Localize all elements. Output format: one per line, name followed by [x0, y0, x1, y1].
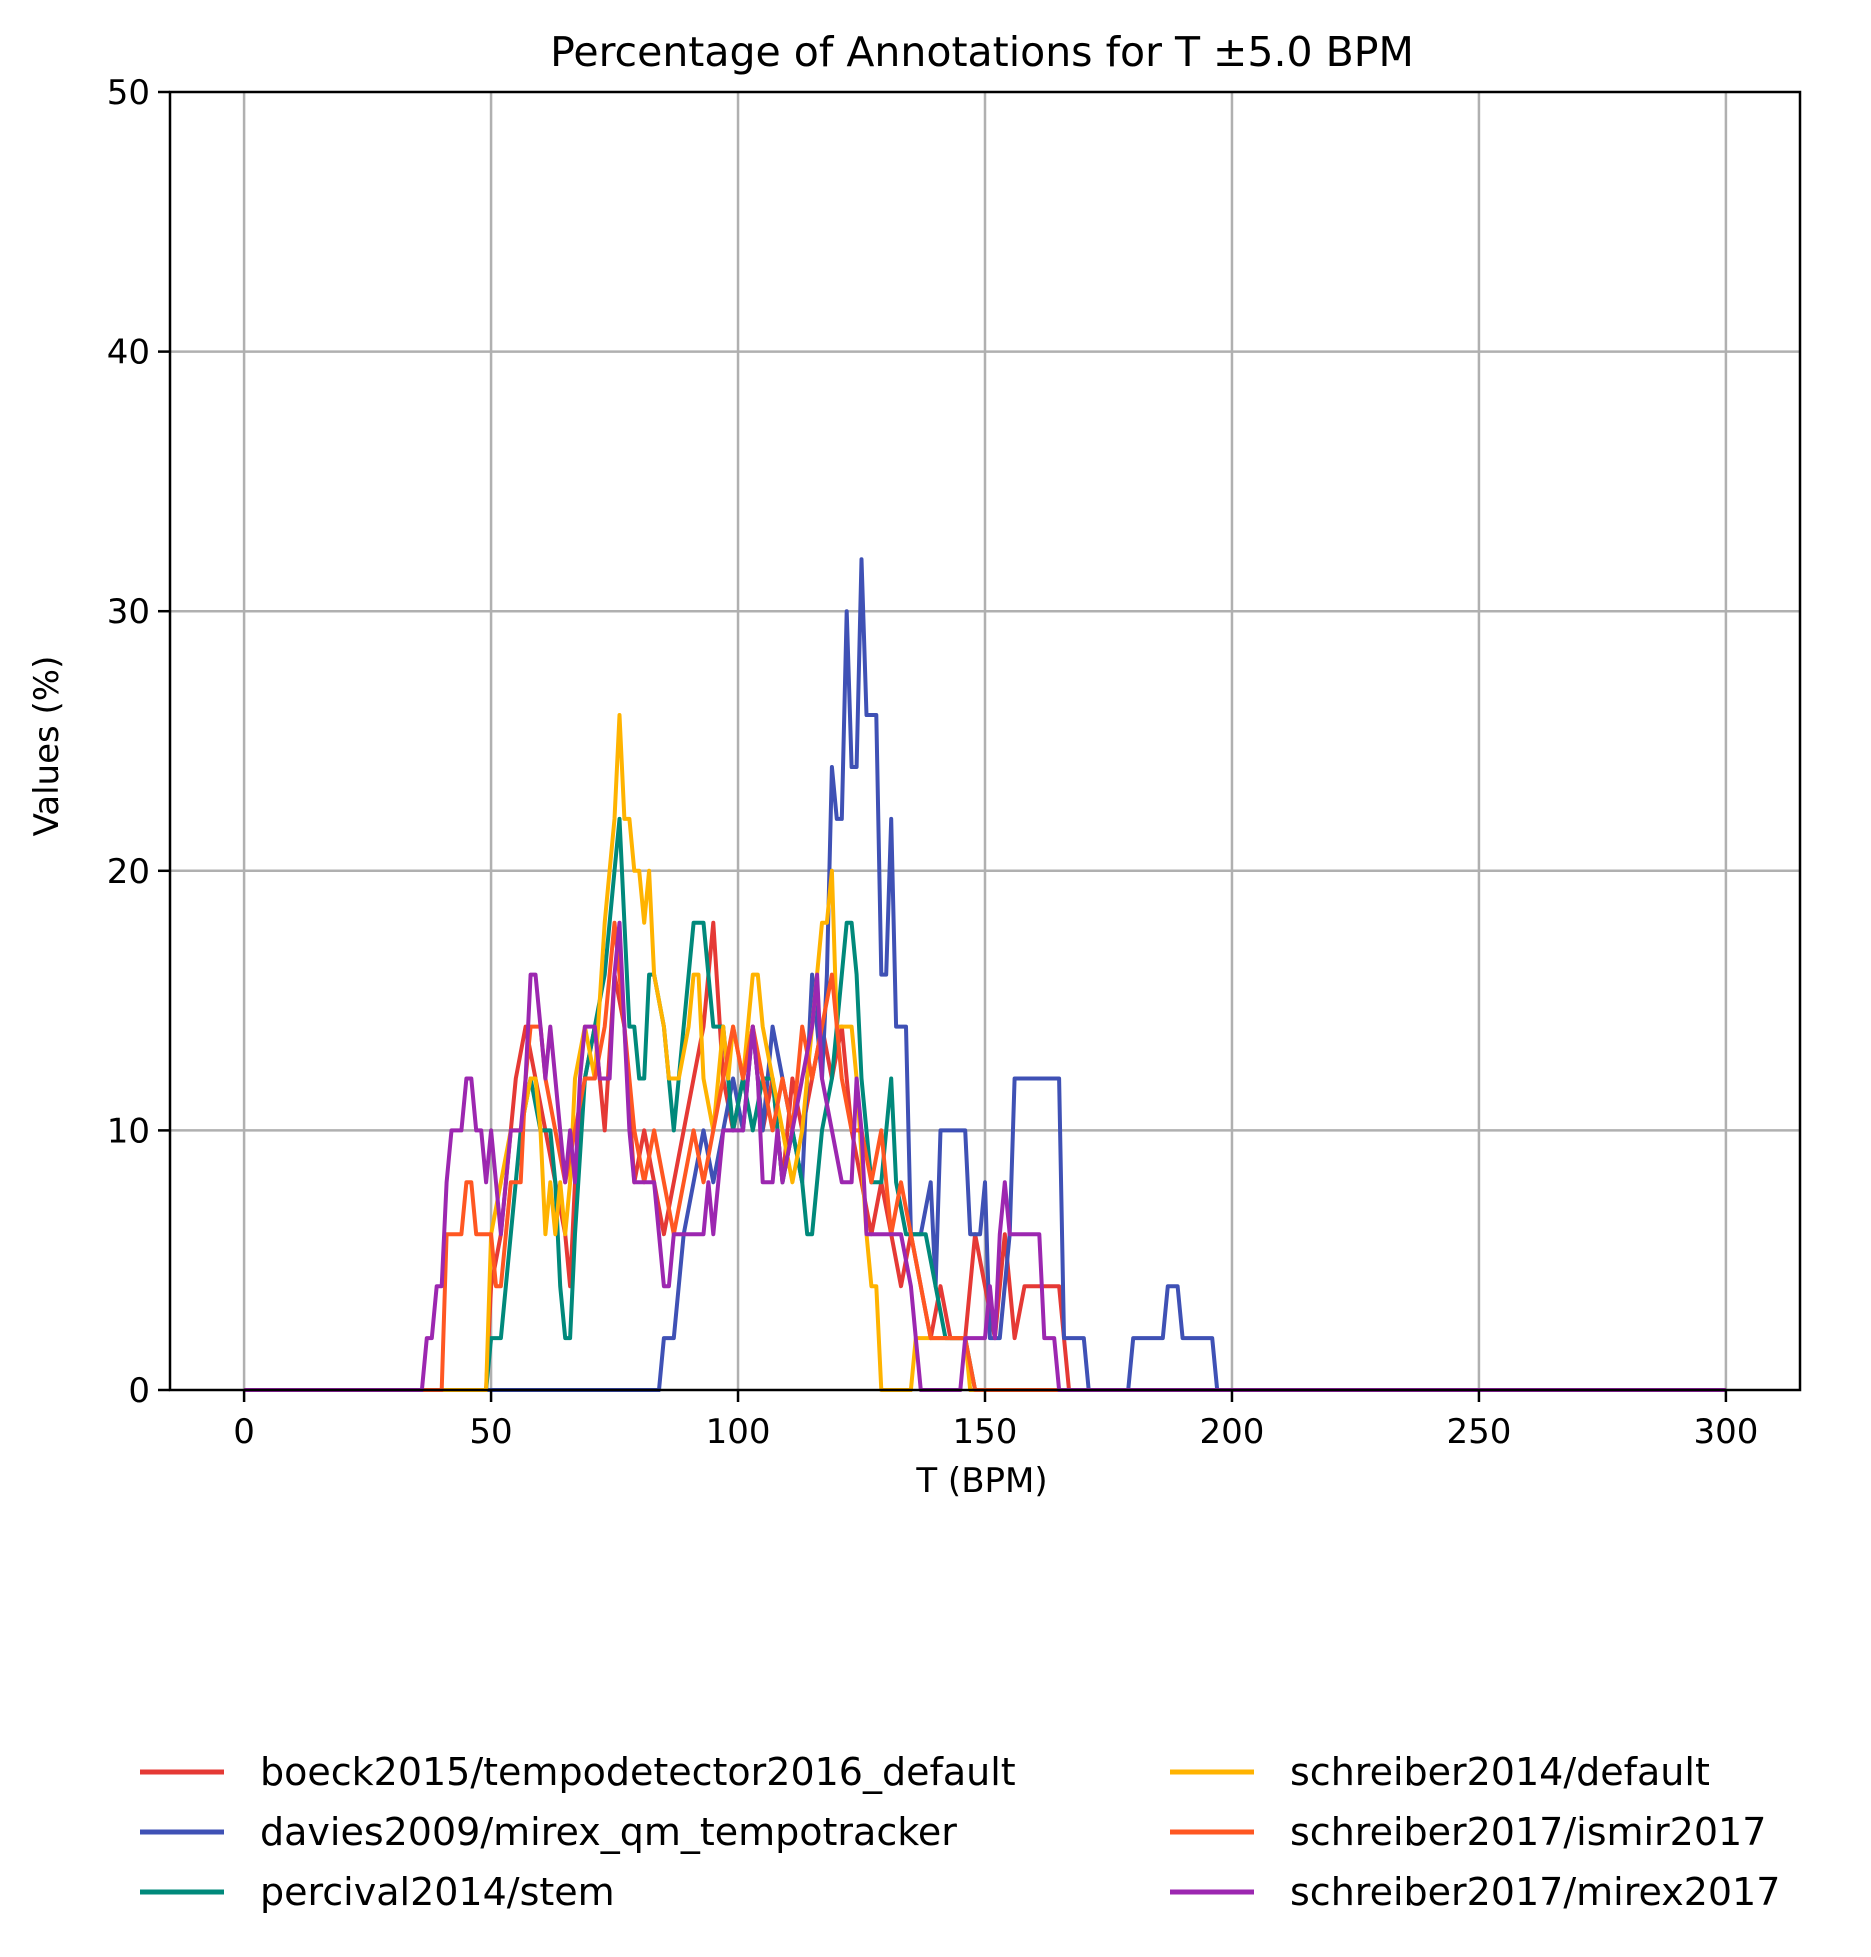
series-layer — [244, 557, 1726, 1392]
x-tick-label: 300 — [1693, 1412, 1758, 1452]
y-tick-label: 0 — [128, 1371, 150, 1411]
legend: boeck2015/tempodetector2016_defaultdavie… — [140, 1750, 1780, 1914]
x-axis-title: T (BPM) — [915, 1461, 1047, 1501]
series-line-4 — [244, 713, 1726, 1392]
series-line-6 — [244, 920, 1726, 1392]
legend-label-3: percival2014/stem — [260, 1870, 615, 1914]
x-tick-label: 0 — [233, 1412, 255, 1452]
series-line-3 — [244, 816, 1726, 1392]
legend-label-4: schreiber2014/default — [1290, 1750, 1710, 1794]
legend-label-5: schreiber2017/ismir2017 — [1290, 1810, 1766, 1854]
y-tick-label: 40 — [107, 333, 150, 373]
legend-label-6: schreiber2017/mirex2017 — [1290, 1870, 1780, 1914]
y-tick-label: 10 — [107, 1111, 150, 1151]
legend-label-2: davies2009/mirex_qm_tempotracker — [260, 1810, 957, 1854]
legend-label-1: boeck2015/tempodetector2016_default — [260, 1750, 1016, 1794]
x-tick-label: 150 — [953, 1412, 1018, 1452]
y-axis-title: Values (%) — [27, 656, 67, 837]
axis-ticks: 0 50 100 150 200 250 300 0 10 20 30 40 50 — [107, 73, 1759, 1452]
grid — [170, 92, 1800, 1390]
series-line-5 — [244, 920, 1726, 1392]
y-tick-label: 30 — [107, 592, 150, 632]
x-tick-label: 200 — [1200, 1412, 1265, 1452]
chart-title: Percentage of Annotations for T ±5.0 BPM — [550, 28, 1414, 76]
x-tick-label: 100 — [706, 1412, 771, 1452]
y-tick-label: 50 — [107, 73, 150, 113]
y-tick-label: 20 — [107, 852, 150, 892]
x-tick-label: 50 — [469, 1412, 512, 1452]
x-tick-label: 250 — [1446, 1412, 1511, 1452]
